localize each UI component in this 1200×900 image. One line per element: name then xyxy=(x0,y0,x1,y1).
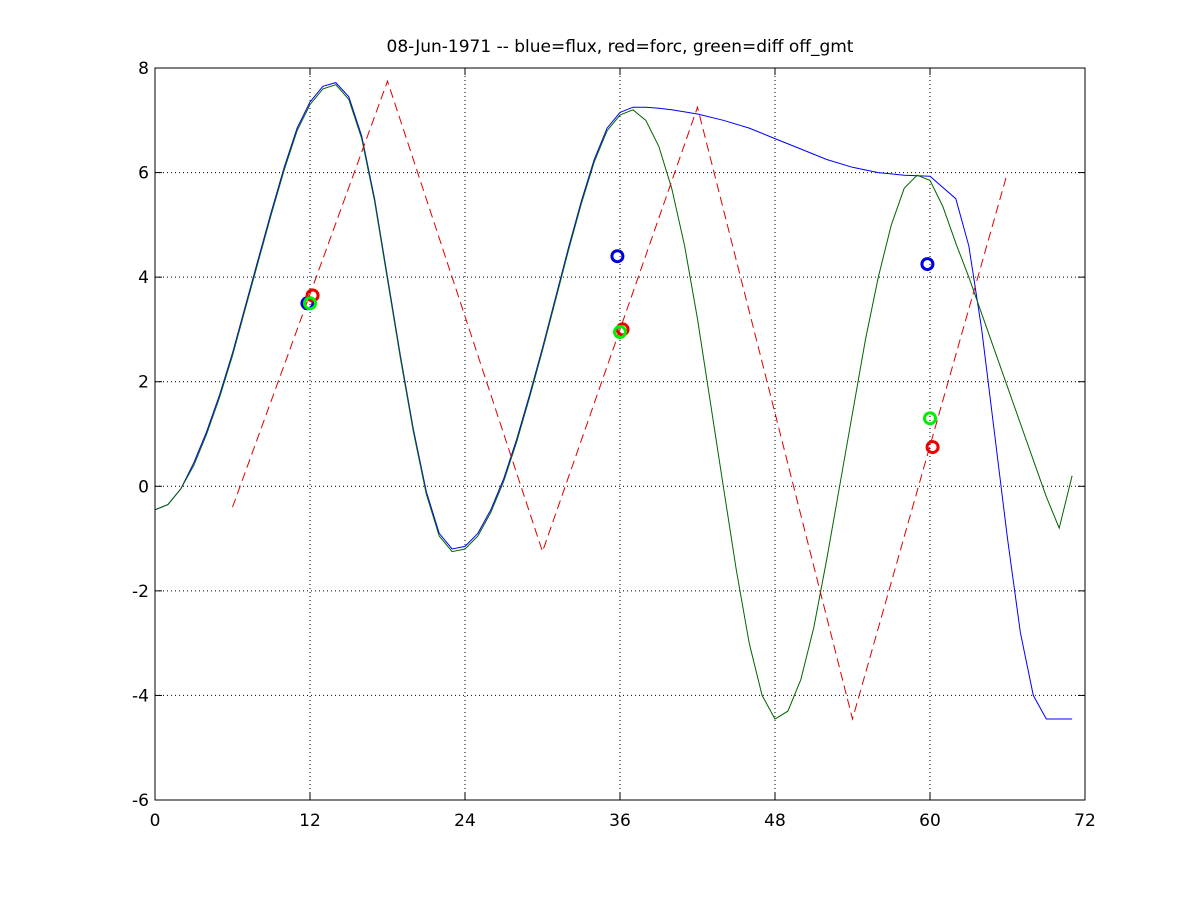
y-tick-label: -6 xyxy=(132,791,149,811)
data-marker xyxy=(305,288,320,303)
series-layer xyxy=(154,79,1073,721)
x-tick-label: 0 xyxy=(150,811,161,831)
data-marker xyxy=(303,296,317,311)
x-tick-label: 24 xyxy=(454,811,476,831)
x-tick-label: 12 xyxy=(299,811,321,831)
data-marker xyxy=(615,322,630,337)
marker-layer xyxy=(300,249,940,455)
data-marker xyxy=(925,440,940,455)
grid xyxy=(155,68,1085,800)
x-tick-label: 72 xyxy=(1074,811,1096,831)
x-tick-label: 36 xyxy=(609,811,631,831)
flux-series-line xyxy=(154,82,1073,720)
x-tick-label: 48 xyxy=(764,811,786,831)
data-marker xyxy=(613,325,627,340)
y-tick-label: 0 xyxy=(138,477,149,497)
y-tick-label: 6 xyxy=(138,164,149,184)
data-marker xyxy=(920,257,935,272)
y-tick-label: 4 xyxy=(138,268,149,288)
chart-title: 08-Jun-1971 -- blue=flux, red=forc, gree… xyxy=(387,37,854,57)
y-tick-label: -4 xyxy=(132,686,149,706)
data-marker xyxy=(923,411,937,426)
x-tick-label: 60 xyxy=(919,811,941,831)
data-marker xyxy=(610,249,625,264)
y-tick-label: -2 xyxy=(132,582,149,602)
y-tick-label: 2 xyxy=(138,373,149,393)
forc-series-line xyxy=(232,79,1008,721)
diff-series-line xyxy=(154,84,1073,720)
y-tick-label: 8 xyxy=(138,59,149,79)
